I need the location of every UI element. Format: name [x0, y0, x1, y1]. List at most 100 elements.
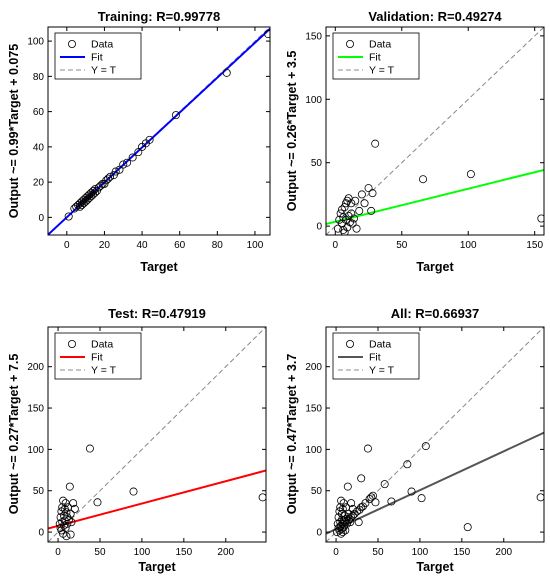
data-point [343, 223, 352, 232]
data-point [264, 30, 270, 39]
legend-marker-data [68, 40, 77, 49]
legend-label: Y = T [91, 65, 117, 77]
data-point [361, 499, 370, 508]
data-point [387, 497, 396, 506]
legend-label: Data [369, 339, 391, 351]
y-tick-label: 150 [27, 404, 44, 415]
y-tick-label: 100 [27, 37, 44, 48]
x-tick-label: 80 [212, 240, 224, 251]
data-point [96, 181, 105, 190]
data-point [355, 206, 364, 215]
y-axis-label: Output ~= 0.26*Target + 3.5 [285, 51, 299, 212]
y-tick-label: 40 [33, 142, 45, 153]
data-point [106, 172, 115, 181]
data-point [66, 509, 75, 518]
legend-label: Fit [369, 352, 381, 364]
data-point [64, 212, 73, 221]
data-point [351, 196, 360, 205]
y-tick-label: 100 [305, 445, 322, 456]
y-axis-label: Output ~= 0.99*Target + 0.075 [7, 44, 21, 219]
y-tick-label: 80 [33, 72, 45, 83]
data-point [145, 135, 154, 144]
x-tick-label: 60 [174, 240, 186, 251]
y-tick-label: 0 [316, 222, 322, 233]
data-point [348, 219, 357, 228]
axes-frame [47, 26, 271, 236]
x-tick-label: 150 [175, 547, 192, 558]
data-point [357, 503, 366, 512]
data-point [91, 185, 100, 194]
x-tick-label: 100 [134, 547, 151, 558]
data-point [115, 165, 124, 174]
data-point [222, 68, 231, 77]
data-point [134, 148, 143, 157]
data-point [463, 523, 472, 532]
data-point [354, 518, 363, 527]
x-tick-label: 0 [64, 240, 70, 251]
panel-all: All: R=0.66937 Target Output ~= 0.47*Tar… [285, 306, 545, 574]
x-tick-label: 150 [526, 240, 543, 251]
data-point [66, 530, 75, 539]
data-point [91, 188, 100, 197]
x-tick-label: 20 [99, 240, 111, 251]
data-point [536, 493, 544, 502]
legend-label: Y = T [91, 365, 117, 377]
y-axis-label: Output ~= 0.27*Target + 7.5 [7, 354, 21, 515]
data-point [67, 518, 76, 527]
fit-line [326, 431, 544, 535]
data-point [347, 209, 356, 218]
data-point [357, 190, 366, 199]
y-axis-label: Output ~= 0.47*Target + 3.7 [285, 354, 299, 515]
data-point [63, 519, 72, 528]
data-point [62, 532, 71, 541]
data-point [119, 160, 128, 169]
data-point [348, 511, 357, 520]
data-point [466, 170, 475, 179]
y-tick-label: 60 [33, 107, 45, 118]
y-tick-label: 20 [33, 178, 45, 189]
data-point [339, 213, 348, 222]
data-point [357, 474, 366, 483]
y-tick-label: 150 [305, 404, 322, 415]
data-point [123, 158, 132, 167]
data-point [352, 224, 361, 233]
legend-marker-data [68, 339, 77, 348]
plot-content [48, 327, 266, 542]
data-point [368, 189, 377, 198]
data-point [537, 214, 544, 223]
data-point [407, 487, 416, 496]
data-point [258, 493, 266, 502]
data-point [128, 153, 137, 162]
identity-line [48, 327, 266, 542]
plot-content [48, 27, 270, 235]
y-tick-label: 50 [311, 158, 323, 169]
data-point [348, 504, 357, 513]
legend-label: Data [91, 39, 113, 51]
data-point [171, 111, 180, 120]
data-point [419, 175, 428, 184]
x-tick-label: 100 [412, 547, 429, 558]
x-tick-label: 0 [333, 240, 339, 251]
chart-title: Training: R=0.99778 [98, 9, 220, 24]
y-tick-label: 0 [38, 213, 44, 224]
legend-label: Y = T [369, 65, 395, 77]
y-tick-label: 50 [33, 486, 45, 497]
panel-test: Test: R=0.47919 Target Output ~= 0.27*Ta… [7, 306, 267, 574]
x-tick-label: 0 [55, 547, 61, 558]
plot-content [326, 27, 544, 235]
data-point [61, 523, 70, 532]
x-tick-label: 50 [396, 240, 408, 251]
data-point [337, 496, 346, 505]
x-tick-label: 100 [460, 240, 477, 251]
legend-marker-data [345, 339, 354, 348]
data-point [350, 509, 359, 518]
data-point [363, 444, 372, 453]
axes-frame [325, 326, 545, 543]
legend-label: Fit [91, 52, 103, 64]
legend-label: Fit [369, 52, 381, 64]
x-axis-label: Target [140, 260, 178, 274]
